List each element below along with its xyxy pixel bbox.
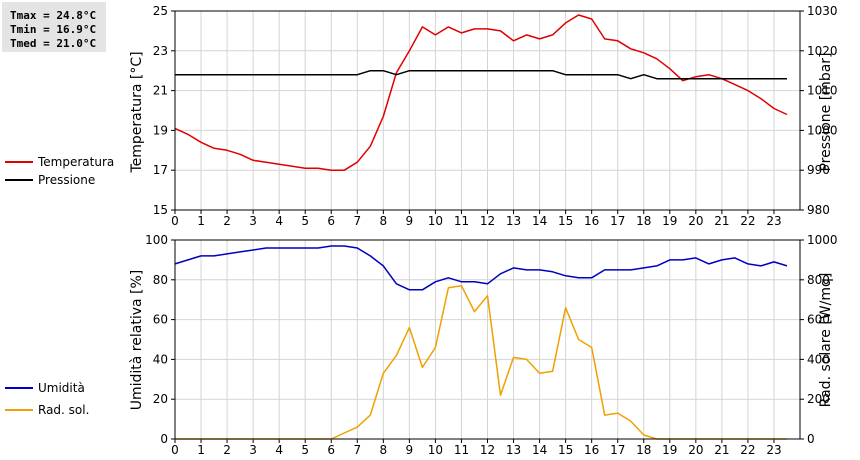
y-tick-label-right: 1020	[807, 44, 838, 58]
y-tick-label-left: 21	[153, 84, 168, 98]
x-tick-label: 1	[197, 214, 205, 228]
x-tick-label: 19	[662, 214, 677, 228]
stats-tmed: Tmed = 21.0°C	[10, 37, 96, 50]
y-tick-label-left: 60	[153, 313, 168, 327]
series-line-rad-sol	[175, 285, 787, 440]
plot-temperature-pressure: 0 1 2 3 4 5 6 7 8 9 10 11 12 13 14 15 16 17 18 19 20 21 22 2315…	[153, 4, 838, 228]
series-line-pressione	[175, 69, 787, 80]
y-tick-label-left: 17	[153, 163, 168, 177]
stats-tmin: Tmin = 16.9°C	[10, 23, 96, 36]
y-tick-label-right: 600	[807, 313, 830, 327]
x-tick-label: 21	[714, 443, 729, 457]
x-tick-label: 14	[532, 443, 547, 457]
x-tick-label: 11	[454, 443, 469, 457]
y-axis-label-pressione: Pressione [mbar]	[818, 52, 834, 171]
x-tick-label: 8	[380, 214, 388, 228]
x-tick-label: 18	[636, 443, 651, 457]
stats-background	[2, 2, 106, 52]
series-line-umidit	[174, 245, 788, 291]
legend-label-temperatura: Temperatura	[37, 155, 114, 169]
y-tick-label-left: 23	[153, 44, 168, 58]
x-tick-label: 20	[688, 443, 703, 457]
x-tick-label: 6	[327, 214, 335, 228]
y-tick-label-right: 1010	[807, 84, 838, 98]
y-axis-label-rad-solare: Rad. solare [W/mq]	[818, 273, 834, 408]
y-tick-label-right: 800	[807, 273, 830, 287]
x-tick-label: 6	[327, 443, 335, 457]
y-tick-label-left: 20	[153, 392, 168, 406]
y-tick-label-left: 25	[153, 4, 168, 18]
y-tick-label-right: 200	[807, 392, 830, 406]
legend-label-umidita: Umidità	[38, 381, 85, 395]
x-tick-label: 4	[275, 214, 283, 228]
x-tick-label: 19	[662, 443, 677, 457]
x-tick-label: 13	[506, 214, 521, 228]
x-tick-label: 3	[249, 214, 257, 228]
x-tick-label: 0	[171, 214, 179, 228]
stats-box: Tmax = 24.8°C Tmin = 16.9°C Tmed = 21.0°…	[2, 2, 106, 52]
x-tick-label: 7	[353, 443, 361, 457]
y-tick-label-left: 100	[145, 233, 168, 247]
x-tick-label: 12	[480, 214, 495, 228]
x-tick-label: 23	[766, 443, 781, 457]
plot-frame	[174, 10, 801, 211]
y-tick-label-right: 980	[807, 203, 830, 217]
x-tick-label: 7	[353, 214, 361, 228]
y-tick-label-right: 1000	[807, 123, 838, 137]
x-tick-label: 5	[301, 214, 309, 228]
x-tick-label: 16	[584, 214, 599, 228]
y-tick-label-right: 0	[807, 432, 815, 446]
x-tick-label: 17	[610, 443, 625, 457]
x-tick-label: 8	[380, 443, 388, 457]
x-tick-label: 22	[740, 443, 755, 457]
stats-tmax: Tmax = 24.8°C	[10, 9, 96, 22]
x-tick-label: 17	[610, 214, 625, 228]
x-tick-label: 21	[714, 214, 729, 228]
x-tick-label: 1	[197, 443, 205, 457]
x-tick-label: 16	[584, 443, 599, 457]
y-tick-label-left: 40	[153, 352, 168, 366]
x-tick-label: 13	[506, 443, 521, 457]
x-tick-label: 11	[454, 214, 469, 228]
y-tick-label-right: 1000	[807, 233, 838, 247]
x-tick-label: 22	[740, 214, 755, 228]
y-tick-label-right: 1030	[807, 4, 838, 18]
x-tick-label: 2	[223, 443, 231, 457]
x-tick-label: 23	[766, 214, 781, 228]
x-tick-label: 20	[688, 214, 703, 228]
y-tick-label-right: 990	[807, 163, 830, 177]
x-tick-label: 12	[480, 443, 495, 457]
plot-humidity-radiation: 0 1 2 3 4 5 6 7 8 9 10 11 12 13 14 15 16 17 18 19 20 21 22 2302…	[145, 233, 837, 457]
series-line-temperatura	[174, 14, 788, 171]
x-tick-label: 0	[171, 443, 179, 457]
x-tick-label: 10	[428, 443, 443, 457]
legend-bottom: Umidità Rad. sol.	[5, 381, 89, 417]
x-tick-label: 14	[532, 214, 547, 228]
x-tick-label: 18	[636, 214, 651, 228]
x-tick-label: 5	[301, 443, 309, 457]
legend-top: Temperatura Pressione	[5, 155, 114, 187]
y-axis-label-temperatura: Temperatura [°C]	[129, 51, 145, 173]
x-tick-label: 10	[428, 214, 443, 228]
y-tick-label-left: 80	[153, 273, 168, 287]
x-tick-label: 2	[223, 214, 231, 228]
x-tick-label: 15	[558, 214, 573, 228]
x-tick-label: 4	[275, 443, 283, 457]
legend-label-pressione: Pressione	[38, 173, 95, 187]
y-tick-label-left: 0	[160, 432, 168, 446]
y-tick-label-left: 15	[153, 203, 168, 217]
x-tick-label: 9	[406, 214, 414, 228]
legend-label-rad-sol: Rad. sol.	[38, 403, 89, 417]
plot-frame	[174, 239, 801, 440]
y-tick-label-right: 400	[807, 352, 830, 366]
x-tick-label: 3	[249, 443, 257, 457]
y-axis-label-umidita: Umidità relativa [%]	[129, 270, 145, 411]
y-tick-label-left: 19	[153, 123, 168, 137]
x-tick-label: 9	[406, 443, 414, 457]
x-tick-label: 15	[558, 443, 573, 457]
